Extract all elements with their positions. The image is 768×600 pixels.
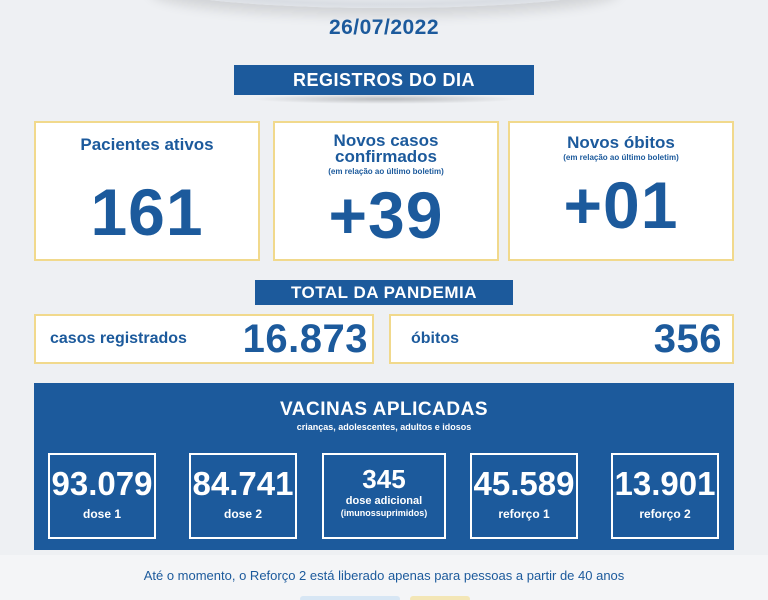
total-pandemia-banner: TOTAL DA PANDEMIA xyxy=(255,280,513,305)
report-date: 26/07/2022 xyxy=(328,16,440,39)
casos-registrados-box: casos registrados 16.873 xyxy=(34,314,374,364)
vacina-value: 45.589 xyxy=(473,465,575,502)
card-pacientes-ativos: Pacientes ativos 161 xyxy=(34,121,260,261)
obitos-box: óbitos 356 xyxy=(389,314,734,364)
footer-decoration-blue xyxy=(300,596,400,600)
registros-banner: REGISTROS DO DIA xyxy=(234,65,534,95)
header-arc-decoration xyxy=(150,0,620,8)
card-value: 161 xyxy=(90,175,204,249)
vacina-value: 345 xyxy=(362,464,406,494)
vacina-reforco-1: 45.589 reforço 1 xyxy=(470,453,578,539)
footer-note: Até o momento, o Reforço 2 está liberado… xyxy=(143,568,625,583)
card-value: +01 xyxy=(563,168,679,242)
card-novos-obitos: Novos óbitos (em relação ao último bolet… xyxy=(508,121,734,261)
vacina-label: reforço 1 xyxy=(498,507,550,521)
vacina-reforco-2: 13.901 reforço 2 xyxy=(611,453,719,539)
obitos-value: 356 xyxy=(653,316,722,361)
obitos-label: óbitos xyxy=(411,330,459,347)
card-subtitle: (em relação ao último boletim) xyxy=(563,153,679,162)
vacina-note: (imunossuprimidos) xyxy=(340,508,428,518)
card-value: +39 xyxy=(328,178,444,252)
vacina-dose-2: 84.741 dose 2 xyxy=(189,453,297,539)
card-novos-casos: Novos casos confirmados (em relação ao ú… xyxy=(273,121,499,261)
card-title: Novos óbitos xyxy=(567,133,675,152)
vacinas-panel: VACINAS APLICADAS crianças, adolescentes… xyxy=(34,383,734,550)
card-subtitle: (em relação ao último boletim) xyxy=(328,167,444,176)
footer-bar xyxy=(0,555,768,600)
casos-registrados-value: 16.873 xyxy=(242,316,368,361)
vacina-dose-adicional: 345 dose adicional (imunossuprimidos) xyxy=(322,453,446,539)
vacina-value: 84.741 xyxy=(192,465,294,502)
vacina-dose-1: 93.079 dose 1 xyxy=(48,453,156,539)
card-title-line1: Novos casos xyxy=(333,131,439,150)
vacinas-title: VACINAS APLICADAS xyxy=(279,399,488,420)
vacina-label: dose adicional xyxy=(345,495,423,507)
casos-registrados-label: casos registrados xyxy=(50,330,187,347)
footer-decoration-yellow xyxy=(410,596,470,600)
card-title: Pacientes ativos xyxy=(80,135,214,154)
vacina-label: reforço 2 xyxy=(639,507,691,521)
vacina-value: 13.901 xyxy=(614,465,716,502)
vacina-value: 93.079 xyxy=(51,465,153,502)
vacinas-subtitle: crianças, adolescentes, adultos e idosos xyxy=(296,422,472,432)
registros-banner-shadow xyxy=(250,94,520,104)
vacina-label: dose 2 xyxy=(223,507,262,521)
card-title-line2: confirmados xyxy=(334,147,438,166)
vacina-label: dose 1 xyxy=(82,507,121,521)
card-title: Novos casos confirmados xyxy=(275,131,497,166)
